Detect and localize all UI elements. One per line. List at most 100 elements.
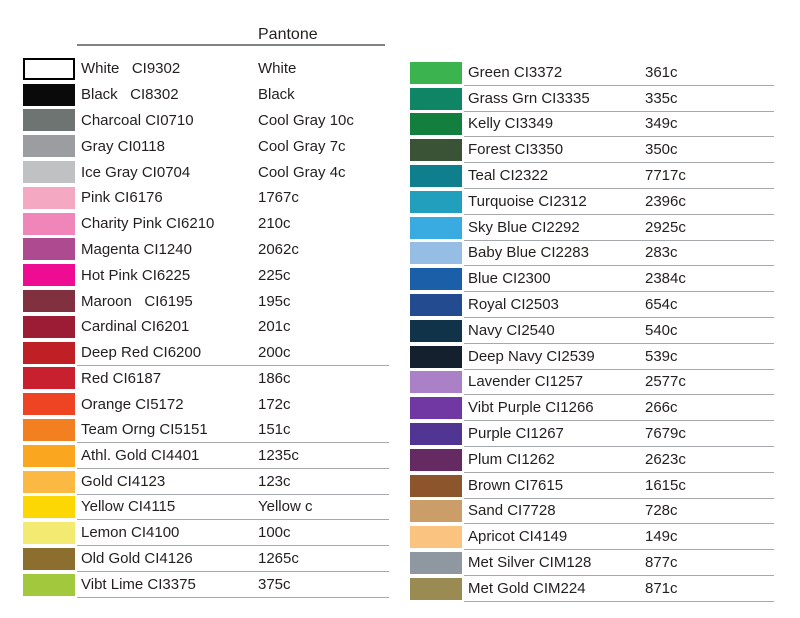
color-row: Green CI3372 361c <box>410 60 774 86</box>
color-swatch <box>23 212 75 235</box>
color-label: Kelly CI3349 <box>468 115 554 133</box>
color-label: Hot Pink CI6225 <box>81 266 191 284</box>
pantone-value: 654c <box>645 296 678 314</box>
pantone-value: 361c <box>645 63 678 81</box>
pantone-value: 7679c <box>645 425 686 443</box>
color-label: Ice Gray CI0704 <box>81 163 191 181</box>
color-label: Sand CI7728 <box>468 502 556 520</box>
color-row: Gray CI0118 Cool Gray 7c <box>23 133 389 159</box>
pantone-value: 186c <box>258 369 291 387</box>
color-label: Yellow CI4115 <box>81 498 176 516</box>
color-label: Vibt Lime CI3375 <box>81 575 196 593</box>
color-row-body: Ice Gray CI0704 Cool Gray 4c <box>77 159 389 185</box>
color-row-body: Deep Red CI6200 200c <box>77 340 389 366</box>
color-row-body: Lemon CI4100 100c <box>77 520 389 547</box>
color-row-body: Sand CI7728 728c <box>464 499 774 525</box>
color-row: Orange CI5172 172c <box>23 391 389 417</box>
color-row: Turquoise CI2312 2396c <box>410 189 774 215</box>
color-swatch <box>410 500 462 523</box>
color-swatch <box>23 109 75 132</box>
pantone-value: Yellow c <box>258 498 313 516</box>
right-color-column: Green CI3372 361c Grass Grn CI3335 335c Kell… <box>410 60 774 602</box>
color-row-body: Charcoal CI0710 Cool Gray 10c <box>77 108 389 134</box>
color-row-body: Magenta CI1240 2062c <box>77 237 389 263</box>
color-swatch <box>23 238 75 261</box>
color-row-body: Plum CI1262 2623c <box>464 447 774 473</box>
pantone-value: 200c <box>258 343 291 361</box>
color-label: Teal CI2322 <box>468 167 549 185</box>
color-swatch <box>410 165 462 188</box>
color-row: Deep Red CI6200 200c <box>23 340 389 366</box>
pantone-value: 2925c <box>645 218 686 236</box>
color-label: Forest CI3350 <box>468 141 564 159</box>
color-row: Lemon CI4100 100c <box>23 520 389 547</box>
color-label: Navy CI2540 <box>468 321 555 339</box>
color-row-body: Teal CI2322 7717c <box>464 163 774 189</box>
pantone-value: 350c <box>645 141 678 159</box>
color-row: Red CI6187 186c <box>23 366 389 392</box>
pantone-value: 1615c <box>645 476 686 494</box>
pantone-value: 7717c <box>645 167 686 185</box>
color-row-body: Charity Pink CI6210 210c <box>77 211 389 237</box>
color-row: White CI9302 White <box>23 56 389 82</box>
color-row: Met Silver CIM128 877c <box>410 550 774 576</box>
color-row: Navy CI2540 540c <box>410 318 774 344</box>
color-swatch <box>410 87 462 110</box>
color-swatch <box>23 315 75 338</box>
color-swatch <box>410 268 462 291</box>
pantone-value: 349c <box>645 115 678 133</box>
color-row-body: Sky Blue CI2292 2925c <box>464 215 774 241</box>
pantone-value: 2396c <box>645 192 686 210</box>
color-row-body: Pink CI6176 1767c <box>77 185 389 211</box>
color-row-body: Gold CI4123 123c <box>77 469 389 495</box>
color-row-body: Vibt Lime CI3375 375c <box>77 572 389 598</box>
color-row: Forest CI3350 350c <box>410 137 774 164</box>
color-row: Grass Grn CI3335 335c <box>410 86 774 112</box>
color-swatch <box>23 496 75 519</box>
color-row-body: Kelly CI3349 349c <box>464 112 774 138</box>
color-label: Orange CI5172 <box>81 395 184 413</box>
pantone-value: Cool Gray 7c <box>258 137 346 155</box>
color-label: Pink CI6176 <box>81 189 163 207</box>
color-row: Maroon CI6195 195c <box>23 288 389 314</box>
color-row: Magenta CI1240 2062c <box>23 237 389 263</box>
color-swatch <box>410 423 462 446</box>
color-swatch <box>23 264 75 287</box>
color-swatch <box>23 393 75 416</box>
pantone-column-header: Pantone <box>258 26 318 43</box>
color-row: Athl. Gold CI4401 1235c <box>23 443 389 469</box>
pantone-value: 1767c <box>258 189 299 207</box>
color-swatch <box>410 577 462 600</box>
pantone-value: 2062c <box>258 240 299 258</box>
color-row: Team Orng CI5151 151c <box>23 417 389 443</box>
color-row-body: Met Silver CIM128 877c <box>464 550 774 576</box>
color-row-body: White CI9302 White <box>77 56 389 82</box>
color-row-body: Met Gold CIM224 871c <box>464 576 774 602</box>
color-row: Pink CI6176 1767c <box>23 185 389 211</box>
color-row: Cardinal CI6201 201c <box>23 314 389 340</box>
color-label: Royal CI2503 <box>468 296 559 314</box>
color-swatch <box>23 522 75 545</box>
color-label: Gray CI0118 <box>81 137 165 155</box>
color-swatch <box>23 573 75 596</box>
color-swatch <box>410 319 462 342</box>
color-row-body: Blue CI2300 2384c <box>464 266 774 293</box>
color-row: Sand CI7728 728c <box>410 499 774 525</box>
color-label: Old Gold CI4126 <box>81 550 193 568</box>
color-row: Brown CI7615 1615c <box>410 473 774 499</box>
pantone-value: 728c <box>645 502 678 520</box>
pantone-value: 201c <box>258 318 291 336</box>
color-label: Athl. Gold CI4401 <box>81 446 200 464</box>
color-label: Cardinal CI6201 <box>81 318 190 336</box>
color-swatch <box>23 341 75 364</box>
color-swatch <box>410 190 462 213</box>
color-row-body: Red CI6187 186c <box>77 366 389 392</box>
color-row: Deep Navy CI2539 539c <box>410 344 774 370</box>
color-swatch <box>23 290 75 313</box>
color-swatch <box>23 367 75 390</box>
color-swatch <box>23 161 75 184</box>
color-row-body: Athl. Gold CI4401 1235c <box>77 443 389 469</box>
color-label: Grass Grn CI3335 <box>468 89 590 107</box>
color-row: Apricot CI4149 149c <box>410 524 774 551</box>
